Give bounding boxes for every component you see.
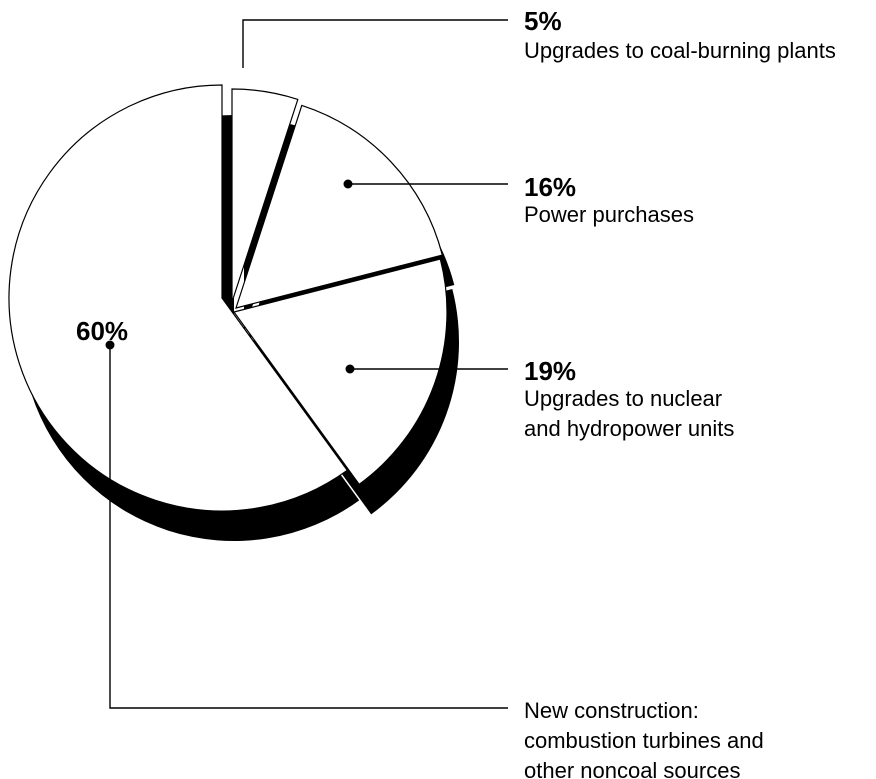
slice-labels: 5% Upgrades to coal-burning plants 16% P… <box>76 6 836 779</box>
slice-label-new-construction-line3: other noncoal sources <box>524 758 740 779</box>
slice-coal-upgrades <box>231 88 299 303</box>
slice-label-nuclear-hydro-line1: Upgrades to nuclear <box>524 386 722 411</box>
slice-value-label-nuclear-hydro: 19% <box>524 356 576 386</box>
leader-dot-power-purchases <box>343 179 353 189</box>
slice-nuclear-hydro <box>232 258 448 486</box>
leader-line-new-construction <box>109 345 508 709</box>
slice-power-purchases <box>235 104 444 309</box>
slice-value-label-new-construction: 60% <box>76 316 128 346</box>
leader-line-coal-upgrades <box>242 19 508 68</box>
leader-dot-new-construction <box>105 340 115 350</box>
slice-value-label-coal-upgrades: 5% <box>524 6 562 36</box>
slice-value-label-power-purchases: 16% <box>524 172 576 202</box>
pie-slices <box>8 84 448 512</box>
slice-label-nuclear-hydro-line2: and hydropower units <box>524 416 734 441</box>
slice-label-new-construction-line1: New construction: <box>524 698 699 723</box>
slice-label-new-construction-line2: combustion turbines and <box>524 728 764 753</box>
leader-lines <box>105 19 508 709</box>
slice-label-power-purchases: Power purchases <box>524 202 694 227</box>
slice-new-construction <box>8 84 349 512</box>
leader-dot-nuclear-hydro <box>345 364 355 374</box>
slice-label-coal-upgrades: Upgrades to coal-burning plants <box>524 38 836 63</box>
